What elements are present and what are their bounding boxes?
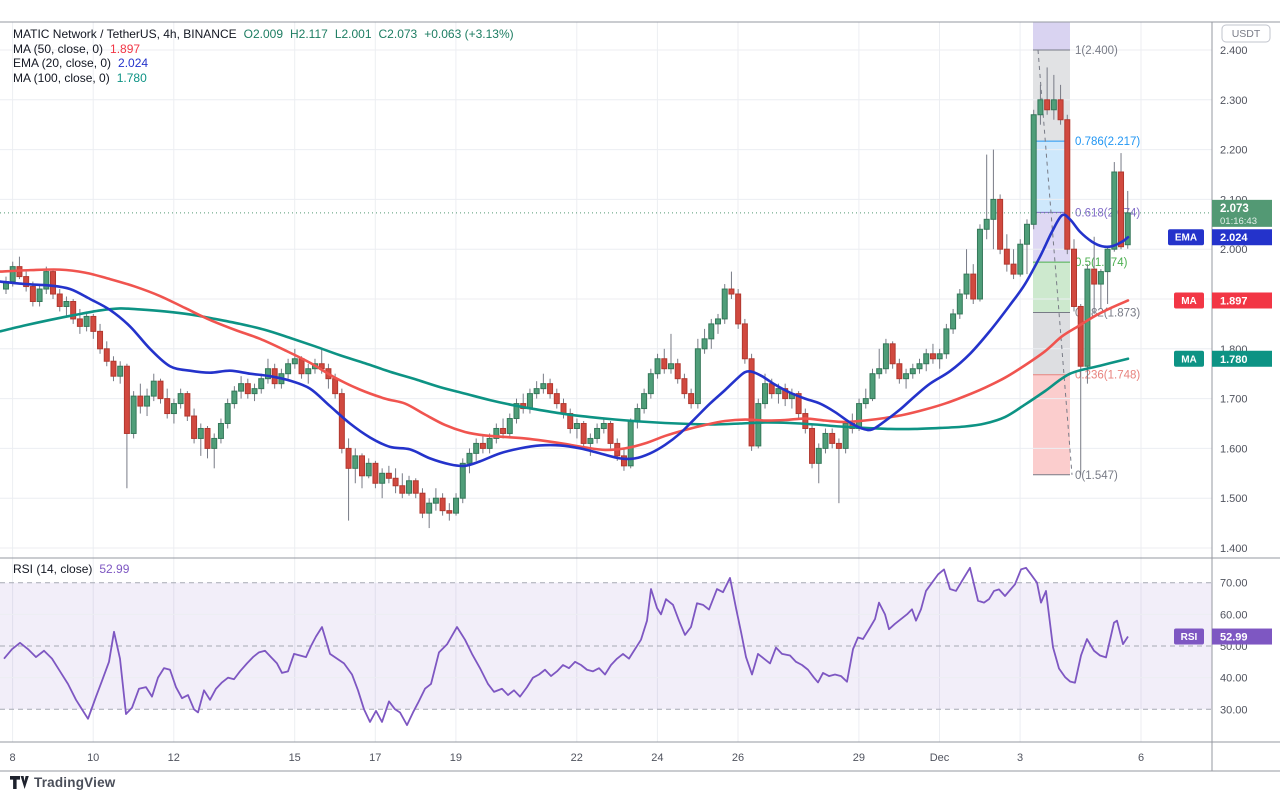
svg-text:15: 15 [289,752,301,764]
svg-text:8: 8 [10,752,16,764]
svg-text:RSI: RSI [1181,632,1198,643]
svg-text:USDT: USDT [1232,28,1261,40]
svg-text:30.00: 30.00 [1220,704,1248,716]
svg-text:1.500: 1.500 [1220,493,1248,505]
svg-text:MA: MA [1181,296,1197,307]
svg-text:70.00: 70.00 [1220,578,1248,590]
tradingview-logo[interactable]: TradingView [10,770,115,794]
rsi-line[interactable] [3,566,1129,727]
currency-button[interactable]: USDT [1221,24,1271,43]
svg-text:3: 3 [1017,752,1023,764]
svg-text:29: 29 [853,752,865,764]
ma50-line[interactable] [0,268,1130,452]
svg-text:19: 19 [450,752,462,764]
svg-text:1(2.400): 1(2.400) [1075,45,1118,57]
svg-text:1.780: 1.780 [1220,354,1248,366]
indicator-label: MA (100, close, 0) [13,70,110,85]
indicator-legend-row[interactable]: MA (50, close, 0) 1.897 [13,42,514,57]
price-axis[interactable]: 2.4002.3002.2002.1002.0001.8001.7001.600… [1220,45,1248,555]
svg-text:0.382(1.873): 0.382(1.873) [1075,307,1140,319]
svg-text:22: 22 [571,752,583,764]
indicator-label: EMA (20, close, 0) [13,56,112,70]
rsi-badge: RSI 52.99 [1174,628,1272,645]
ohlc-close: C2.073 [378,27,418,41]
ema20-line[interactable] [0,213,1130,468]
fib-retracement[interactable]: 1(2.400) 0.786(2.217) 0.618(2.074) 0.5(1.97… [1033,45,1140,482]
svg-text:0.618(2.074): 0.618(2.074) [1075,207,1140,219]
rsi-legend-label: RSI (14, close) [13,562,93,576]
ohlc-low: L2.001 [334,27,372,41]
indicator-value: 2.024 [118,56,149,70]
svg-text:Dec: Dec [930,752,950,764]
svg-text:40.00: 40.00 [1220,673,1248,685]
time-axis[interactable]: 8 10 12 15 17 19 22 24 26 29 Dec 3 6 [10,752,1145,764]
svg-text:2.073: 2.073 [1220,203,1249,215]
chart-legend: MATIC Network / TetherUS, 4h, BINANCE O2.… [13,27,514,85]
ohlc-change: +0.063 (+3.13%) [424,27,514,41]
ma100-badge: MA 1.780 [1174,350,1272,367]
indicator-legend-row[interactable]: MA (100, close, 0) 1.780 [13,71,514,86]
rsi-legend-row[interactable]: RSI (14, close) 52.99 [13,562,129,576]
svg-text:60.00: 60.00 [1220,609,1248,621]
svg-text:0(1.547): 0(1.547) [1075,470,1118,482]
svg-text:26: 26 [732,752,744,764]
indicator-value: 1.780 [116,70,147,85]
svg-text:2.400: 2.400 [1220,45,1248,57]
svg-text:1.700: 1.700 [1220,394,1248,406]
indicator-legend-row[interactable]: EMA (20, close, 0) 2.024 [13,56,514,71]
svg-text:01:16:43: 01:16:43 [1220,216,1257,227]
svg-text:1.400: 1.400 [1220,543,1248,555]
grid [0,22,1212,742]
tradingview-logo-text: TradingView [34,774,116,790]
symbol-legend-row[interactable]: MATIC Network / TetherUS, 4h, BINANCE O2.… [13,27,514,42]
fib-zones [1033,22,1070,475]
svg-text:0.5(1.974): 0.5(1.974) [1075,257,1128,269]
ema-badge: EMA 2.024 [1168,229,1272,246]
candlestick-series[interactable] [3,67,1131,529]
symbol-title[interactable]: MATIC Network / TetherUS, 4h, BINANCE [13,27,237,41]
svg-text:6: 6 [1138,752,1144,764]
rsi-legend-value: 52.99 [99,562,130,576]
svg-text:2.300: 2.300 [1220,95,1248,107]
pane-frame [0,21,1280,772]
svg-text:12: 12 [168,752,180,764]
ohlc-open: O2.009 [243,27,283,41]
svg-text:MA: MA [1181,354,1197,365]
ma50-badge: MA 1.897 [1174,292,1272,309]
svg-text:2.200: 2.200 [1220,145,1248,157]
svg-text:10: 10 [87,752,99,764]
svg-text:EMA: EMA [1175,233,1197,244]
indicator-value: 1.897 [110,41,141,56]
ohlc-high: H2.117 [290,27,328,41]
svg-text:0.786(2.217): 0.786(2.217) [1075,136,1140,148]
svg-text:24: 24 [651,752,663,764]
svg-text:17: 17 [369,752,381,764]
svg-text:0.236(1.748): 0.236(1.748) [1075,370,1140,382]
rsi-band [0,582,1212,710]
ma100-line[interactable] [0,307,1130,431]
svg-text:1.897: 1.897 [1220,295,1248,307]
indicator-label: MA (50, close, 0) [13,41,104,56]
svg-text:52.99: 52.99 [1220,632,1248,644]
svg-text:2.024: 2.024 [1220,232,1248,244]
svg-text:2.000: 2.000 [1220,244,1248,256]
svg-text:1.600: 1.600 [1220,443,1248,455]
tradingview-logo-icon [10,775,29,789]
